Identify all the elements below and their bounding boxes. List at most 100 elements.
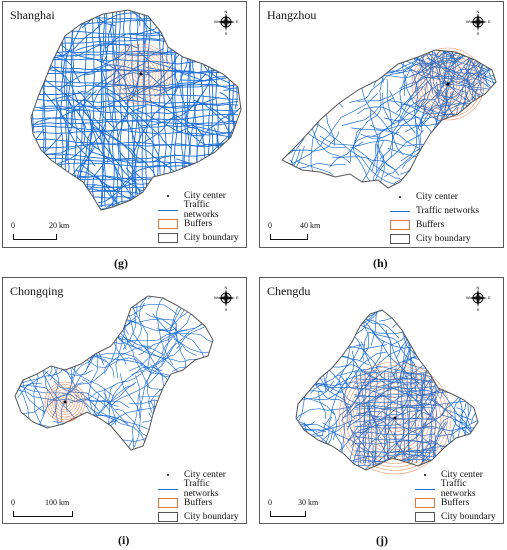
- legend-city-boundary: City boundary: [158, 510, 246, 523]
- road-segment: [195, 10, 205, 39]
- road-segment: [78, 356, 152, 373]
- road-segment: [15, 364, 30, 423]
- road-segment: [472, 319, 478, 334]
- road-segment: [221, 175, 241, 189]
- road-segment: [472, 382, 478, 405]
- road-segment: [15, 337, 19, 367]
- road-segment: [240, 75, 241, 109]
- buffer-ring: [134, 67, 148, 81]
- north-arrow-icon: N S W E: [466, 285, 491, 311]
- map-legend: City center Traffic networks Buffers Cit…: [415, 468, 503, 523]
- north-arrow-icon: N S W E: [466, 9, 491, 35]
- svg-text:N: N: [477, 285, 480, 290]
- road-segment: [431, 50, 464, 74]
- hangzhou-map: [281, 47, 497, 189]
- road-segment: [329, 421, 346, 470]
- road-segment: [76, 419, 115, 435]
- road-segment: [392, 310, 448, 329]
- buffer-ring: [380, 403, 410, 433]
- caption-g: (g): [114, 256, 128, 270]
- road-segment: [114, 296, 137, 350]
- chongqing-buffers: [44, 381, 86, 423]
- road-segment: [31, 38, 239, 45]
- road-segment: [15, 360, 32, 429]
- road-segment: [352, 50, 427, 70]
- road-segment: [440, 50, 455, 96]
- buffer-ring: [387, 410, 403, 426]
- road-segment: [352, 310, 378, 325]
- road-segment: [477, 345, 478, 418]
- road-segment: [22, 365, 45, 413]
- map-panel-shanghai: Shanghai City center Traffic networks Bu…: [2, 1, 247, 248]
- road-segment: [86, 65, 123, 94]
- road-segment: [468, 55, 496, 85]
- buffer-ring: [438, 74, 458, 94]
- buffer-ring: [345, 368, 445, 468]
- buffer-ring: [342, 365, 448, 471]
- road-segment: [357, 106, 416, 134]
- road-segment: [31, 35, 239, 40]
- scale-start: 0: [268, 498, 272, 507]
- road-segment: [31, 170, 35, 210]
- road-segment: [296, 359, 305, 389]
- road-segment: [296, 392, 324, 439]
- road-segment: [219, 168, 241, 183]
- buffer-ring: [44, 381, 86, 423]
- road-segment: [373, 129, 424, 185]
- road-segment: [138, 189, 160, 210]
- road-segment: [70, 10, 84, 22]
- road-segment: [476, 98, 481, 158]
- road-segment: [429, 50, 452, 94]
- scale-end: 30 km: [298, 498, 319, 507]
- panel-title: Hangzhou: [267, 8, 317, 22]
- road-segment: [379, 74, 440, 160]
- road-segment: [39, 442, 86, 450]
- road-segment: [311, 310, 357, 340]
- road-segment: [31, 58, 239, 66]
- road-segment: [350, 146, 401, 179]
- shanghai-map: [30, 9, 242, 211]
- road-segment: [296, 380, 334, 404]
- road-segment: [444, 324, 478, 399]
- road-segment: [31, 122, 239, 134]
- road-segment: [139, 388, 213, 398]
- road-segment: [70, 91, 92, 128]
- road-segment: [433, 50, 447, 107]
- road-segment: [53, 380, 129, 424]
- road-segment: [317, 313, 337, 345]
- road-segment: [354, 393, 436, 398]
- road-segment: [318, 391, 327, 420]
- road-segment: [173, 338, 197, 356]
- road-segment: [350, 310, 371, 331]
- road-segment: [31, 68, 239, 77]
- road-segment: [93, 83, 172, 149]
- road-segment: [442, 358, 478, 368]
- road-segment: [155, 296, 173, 366]
- road-segment: [60, 90, 97, 118]
- scale-bar: 0 30 km: [268, 498, 348, 522]
- buffer-ring: [113, 46, 169, 102]
- road-segment: [375, 143, 385, 184]
- road-segment: [155, 11, 169, 65]
- road-segment: [75, 43, 139, 57]
- road-segment: [75, 135, 177, 164]
- road-segment: [31, 132, 63, 190]
- legend-city-boundary: City boundary: [390, 232, 479, 246]
- road-segment: [296, 310, 312, 324]
- road-segment: [106, 105, 147, 163]
- map-legend: City center Traffic networks Buffers Cit…: [158, 189, 246, 245]
- north-arrow-icon: N S W E: [214, 285, 239, 311]
- svg-text:W: W: [466, 19, 470, 24]
- road-segment: [208, 344, 213, 354]
- road-segment: [468, 50, 496, 88]
- road-segment: [196, 303, 213, 382]
- road-segment: [18, 335, 78, 388]
- buffer-ring: [435, 71, 461, 97]
- road-segment: [435, 66, 495, 103]
- road-segment: [15, 330, 31, 365]
- road-segment: [15, 421, 19, 439]
- road-segment: [402, 50, 474, 91]
- legend-traffic-networks: Traffic networks: [415, 479, 503, 499]
- legend-city-center: City center: [158, 468, 246, 482]
- caption-h: (h): [373, 256, 388, 270]
